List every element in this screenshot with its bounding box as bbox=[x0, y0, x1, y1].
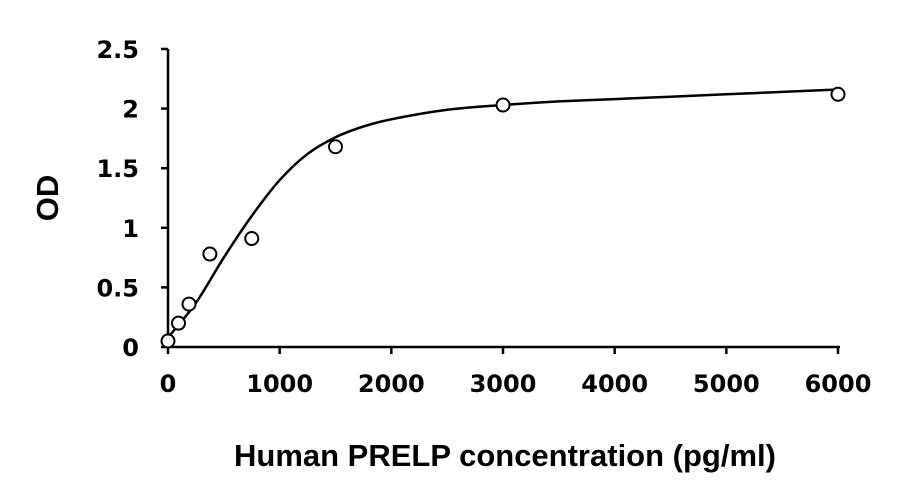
data-point bbox=[328, 139, 343, 155]
y-tick-label: 1 bbox=[122, 215, 139, 243]
x-tick-label: 4000 bbox=[581, 370, 648, 398]
y-axis-title: OD bbox=[30, 175, 65, 222]
x-tick-label: 6000 bbox=[805, 370, 872, 398]
data-point bbox=[202, 246, 218, 262]
x-tick-label: 2000 bbox=[358, 370, 425, 398]
data-point bbox=[830, 86, 846, 102]
data-point bbox=[181, 296, 197, 312]
data-point bbox=[170, 315, 186, 331]
fit-curve-line bbox=[167, 88, 839, 339]
data-point bbox=[244, 231, 260, 247]
y-tick-label: 0.5 bbox=[96, 274, 139, 302]
x-tick-label: 1000 bbox=[246, 370, 313, 398]
data-point bbox=[495, 97, 511, 113]
x-tick-label: 5000 bbox=[693, 370, 760, 398]
x-tick-label: 0 bbox=[160, 370, 177, 398]
y-tick-label: 1.5 bbox=[96, 155, 139, 183]
data-points bbox=[160, 86, 846, 349]
y-axis-ticks: 0 0.5 1 1.5 2 2.5 bbox=[96, 36, 168, 362]
y-tick-label: 0 bbox=[122, 334, 139, 362]
x-axis-ticks: 0 1000 2000 3000 4000 5000 6000 bbox=[160, 347, 872, 398]
data-point bbox=[160, 333, 176, 349]
x-axis-title: Human PRELP concentration (pg/ml) bbox=[234, 438, 776, 473]
x-tick-label: 3000 bbox=[470, 370, 537, 398]
y-tick-label: 2.5 bbox=[96, 36, 139, 64]
y-tick-label: 2 bbox=[122, 96, 139, 124]
